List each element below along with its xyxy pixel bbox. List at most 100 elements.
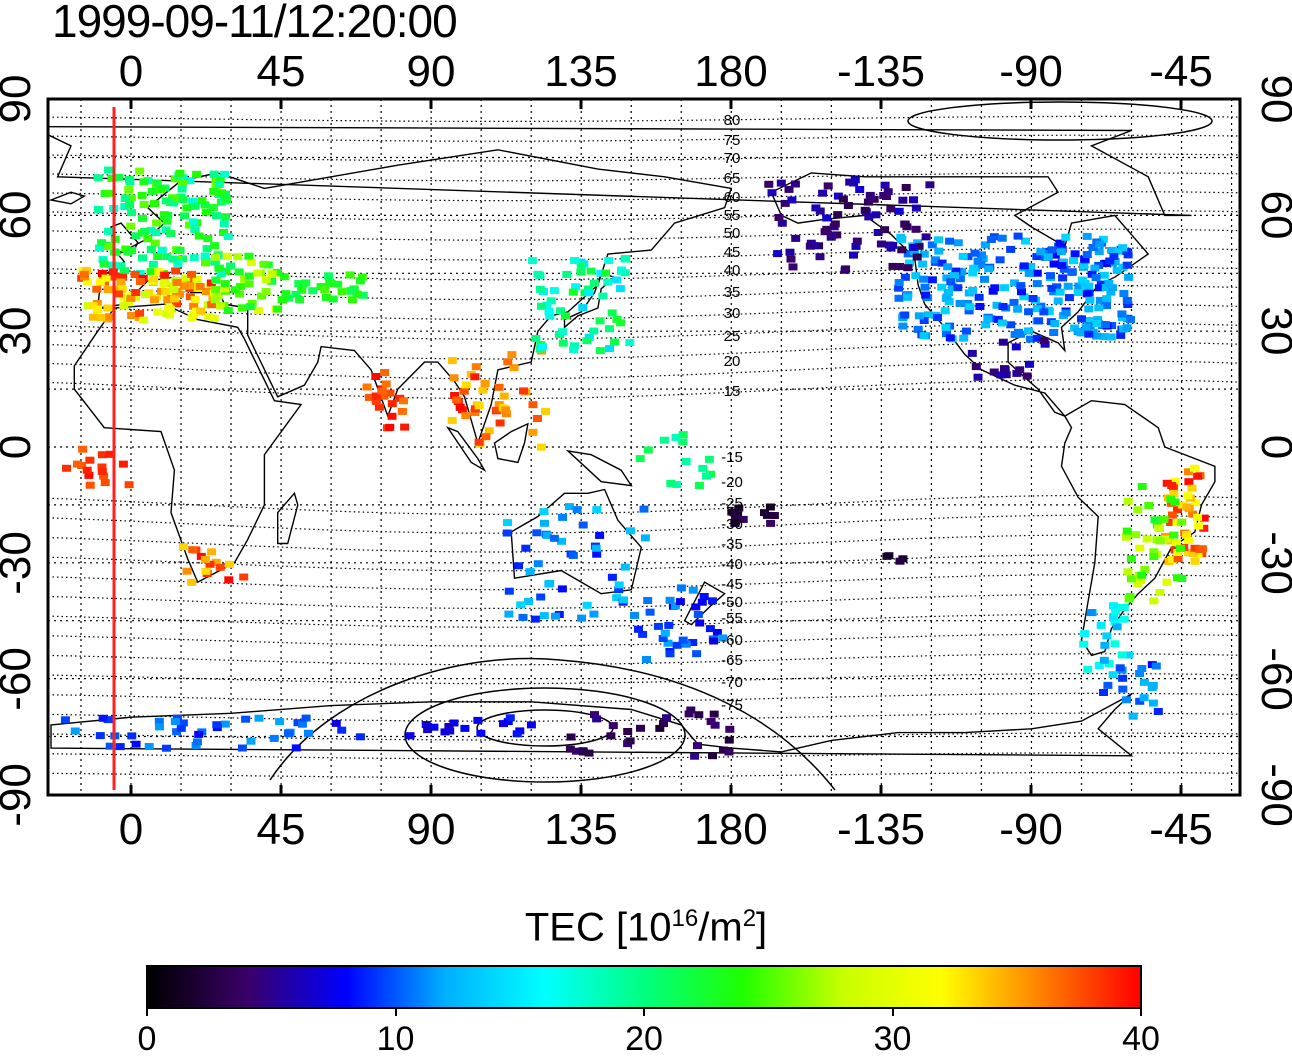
tec-cell xyxy=(584,749,594,757)
tec-cell xyxy=(455,403,465,411)
tec-cell xyxy=(1117,310,1127,318)
tec-cell xyxy=(688,639,698,646)
tec-cell xyxy=(1172,539,1181,547)
tec-cell xyxy=(1118,674,1128,682)
tec-cell xyxy=(731,513,740,521)
tec-cell xyxy=(760,509,769,517)
tec-cell xyxy=(524,598,534,605)
tec-cell xyxy=(572,506,582,514)
tec-cell xyxy=(833,211,843,219)
tec-cell xyxy=(278,296,288,304)
tec-cell xyxy=(124,481,134,489)
magnetic-contour xyxy=(48,554,1240,572)
tec-cell xyxy=(1108,602,1118,610)
tec-cell xyxy=(127,732,137,740)
tec-cell xyxy=(678,438,688,446)
tec-cell xyxy=(1006,321,1016,329)
tec-cell xyxy=(640,534,650,542)
tec-cell xyxy=(531,335,541,342)
tec-cell xyxy=(576,268,586,276)
tec-cell xyxy=(166,230,176,237)
tec-cell xyxy=(576,261,586,269)
lon-label-top: 180 xyxy=(694,47,767,96)
tec-cell xyxy=(221,213,231,221)
tec-cell xyxy=(284,730,294,738)
tec-cell xyxy=(894,207,904,215)
tec-cell xyxy=(139,201,149,209)
contour-label: -25 xyxy=(721,495,743,512)
tec-cell xyxy=(326,280,336,287)
colorbar-tick xyxy=(891,1008,894,1016)
tec-cell xyxy=(518,613,528,621)
south-pole-ring-mid xyxy=(404,687,686,783)
tec-cell xyxy=(163,296,173,304)
tec-cell xyxy=(1059,265,1069,273)
tec-cell xyxy=(1135,670,1145,677)
tec-cell xyxy=(784,185,794,193)
tec-cell xyxy=(672,641,682,649)
tec-cell xyxy=(699,593,709,600)
tec-cell xyxy=(254,714,264,722)
tec-cell xyxy=(596,269,606,277)
tec-cell xyxy=(919,250,929,258)
tec-cell xyxy=(355,733,365,741)
tec-cell xyxy=(1111,607,1121,615)
tec-cell xyxy=(470,409,480,416)
tec-cell xyxy=(1135,544,1145,552)
tec-cell xyxy=(1028,295,1038,302)
tec-cell xyxy=(790,180,800,188)
contour-label: 15 xyxy=(724,383,741,400)
lat-label-right: 0 xyxy=(1252,435,1292,459)
tec-cell xyxy=(697,598,707,606)
tec-cell xyxy=(1092,332,1102,340)
tec-cell xyxy=(672,481,682,488)
tec-cell xyxy=(291,290,301,298)
tec-cell xyxy=(566,733,576,741)
tec-cell xyxy=(774,214,784,221)
lat-label-left: 60 xyxy=(0,191,40,240)
tec-cell xyxy=(201,259,210,267)
tec-cell xyxy=(146,226,156,234)
tec-cell xyxy=(962,327,971,335)
tec-cell xyxy=(582,337,592,345)
tec-cell xyxy=(371,373,381,380)
tec-cell xyxy=(267,277,277,285)
tec-cell xyxy=(884,552,894,560)
tec-cell xyxy=(225,560,234,568)
tec-cell xyxy=(503,358,513,366)
tec-cell xyxy=(535,285,545,293)
tec-cell xyxy=(1034,317,1044,325)
tec-cell xyxy=(179,212,189,220)
tec-observations xyxy=(60,166,1209,760)
tec-cell xyxy=(1170,477,1180,485)
tec-cell xyxy=(880,181,890,189)
tec-cell xyxy=(992,301,1002,309)
tec-cell xyxy=(967,349,977,357)
tec-cell xyxy=(544,307,554,315)
tec-cell xyxy=(1032,280,1042,288)
tec-cell xyxy=(130,271,140,278)
colorbar xyxy=(146,965,1142,1009)
tec-cell xyxy=(590,711,599,719)
tec-cell xyxy=(592,506,602,514)
tec-cell xyxy=(1118,244,1128,252)
tec-cell xyxy=(124,186,134,194)
tec-cell xyxy=(578,748,588,756)
magnetic-contour xyxy=(48,534,1240,553)
tec-cell xyxy=(620,563,630,571)
tec-cell xyxy=(204,313,214,320)
tec-cell xyxy=(504,610,514,618)
tec-cell xyxy=(1135,697,1145,705)
magnetic-contour xyxy=(48,593,1240,609)
tec-cell xyxy=(239,275,249,283)
tec-cell xyxy=(545,312,555,320)
tec-cell xyxy=(492,406,502,414)
tec-cell xyxy=(942,330,951,338)
tec-cell xyxy=(400,423,410,431)
tec-cell xyxy=(986,236,996,243)
tec-cell xyxy=(118,460,128,468)
tec-cell xyxy=(1155,537,1165,545)
tec-cell xyxy=(162,253,172,260)
magnetic-contour xyxy=(48,172,1240,182)
tec-cell xyxy=(205,560,215,568)
